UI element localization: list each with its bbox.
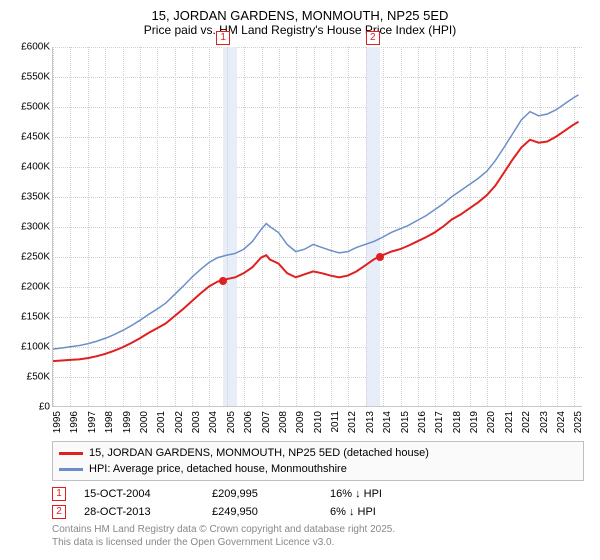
marker-date: 15-OCT-2004 bbox=[84, 488, 194, 500]
sale-marker-box: 1 bbox=[216, 31, 230, 45]
chart-subtitle: Price paid vs. HM Land Registry's House … bbox=[12, 23, 588, 37]
x-tick-label: 2005 bbox=[226, 411, 237, 433]
x-tick-label: 2017 bbox=[434, 411, 445, 433]
y-tick-label: £150K bbox=[21, 312, 50, 323]
y-tick-label: £350K bbox=[21, 192, 50, 203]
marker-number-box: 2 bbox=[52, 505, 66, 519]
marker-delta: 6% ↓ HPI bbox=[330, 506, 450, 518]
x-tick-label: 2015 bbox=[400, 411, 411, 433]
legend-label: 15, JORDAN GARDENS, MONMOUTH, NP25 5ED (… bbox=[89, 445, 429, 461]
chart-area: £0 £50K £100K £150K £200K £250K £300K £350K £400… bbox=[12, 43, 588, 439]
x-tick-label: 2013 bbox=[365, 411, 376, 433]
x-tick-label: 2019 bbox=[469, 411, 480, 433]
y-tick-label: £50K bbox=[27, 372, 50, 383]
x-tick-label: 2021 bbox=[504, 411, 515, 433]
x-tick-label: 2006 bbox=[243, 411, 254, 433]
marker-price: £209,995 bbox=[212, 488, 312, 500]
series-line-hpi bbox=[53, 95, 579, 349]
y-tick-label: £300K bbox=[21, 222, 50, 233]
x-tick-label: 2000 bbox=[139, 411, 150, 433]
attribution-line2: This data is licensed under the Open Gov… bbox=[52, 536, 588, 549]
attribution-line1: Contains HM Land Registry data © Crown c… bbox=[52, 523, 588, 536]
y-tick-label: £400K bbox=[21, 162, 50, 173]
marker-table-row: 2 28-OCT-2013 £249,950 6% ↓ HPI bbox=[52, 505, 584, 519]
x-tick-label: 2007 bbox=[261, 411, 272, 433]
x-tick-label: 1999 bbox=[122, 411, 133, 433]
x-tick-label: 2020 bbox=[486, 411, 497, 433]
y-tick-label: £200K bbox=[21, 282, 50, 293]
x-tick-label: 2016 bbox=[417, 411, 428, 433]
y-tick-label: £250K bbox=[21, 252, 50, 263]
x-tick-label: 2014 bbox=[382, 411, 393, 433]
marker-date: 28-OCT-2013 bbox=[84, 506, 194, 518]
legend-label: HPI: Average price, detached house, Monm… bbox=[89, 461, 347, 477]
x-tick-label: 2009 bbox=[295, 411, 306, 433]
legend: 15, JORDAN GARDENS, MONMOUTH, NP25 5ED (… bbox=[52, 441, 584, 481]
x-tick-label: 2010 bbox=[313, 411, 324, 433]
x-tick-label: 2008 bbox=[278, 411, 289, 433]
x-axis: 1995 1996 1997 1998 1999 2000 2001 2002 2003 2004… bbox=[52, 409, 582, 439]
x-tick-label: 2023 bbox=[539, 411, 550, 433]
x-tick-label: 2003 bbox=[191, 411, 202, 433]
legend-row: 15, JORDAN GARDENS, MONMOUTH, NP25 5ED (… bbox=[59, 445, 577, 461]
x-tick-label: 2012 bbox=[347, 411, 358, 433]
x-tick-label: 1997 bbox=[87, 411, 98, 433]
y-tick-label: £100K bbox=[21, 342, 50, 353]
y-tick-label: £0 bbox=[39, 402, 50, 413]
x-tick-label: 2001 bbox=[156, 411, 167, 433]
x-tick-label: 1998 bbox=[104, 411, 115, 433]
x-tick-label: 2018 bbox=[452, 411, 463, 433]
y-tick-label: £550K bbox=[21, 72, 50, 83]
y-tick-label: £500K bbox=[21, 102, 50, 113]
legend-swatch bbox=[59, 468, 83, 471]
legend-swatch bbox=[59, 452, 83, 455]
x-tick-label: 2004 bbox=[208, 411, 219, 433]
legend-row: HPI: Average price, detached house, Monm… bbox=[59, 461, 577, 477]
y-tick-label: £600K bbox=[21, 42, 50, 53]
x-tick-label: 2025 bbox=[573, 411, 584, 433]
x-tick-label: 2011 bbox=[330, 411, 341, 433]
x-tick-label: 1996 bbox=[69, 411, 80, 433]
marker-price: £249,950 bbox=[212, 506, 312, 518]
x-tick-label: 1995 bbox=[52, 411, 63, 433]
y-tick-label: £450K bbox=[21, 132, 50, 143]
sale-marker-dot bbox=[219, 277, 227, 285]
plot-area: 12 bbox=[52, 47, 582, 407]
y-axis: £0£50K£100K£150K£200K£250K£300K£350K£400… bbox=[12, 47, 52, 407]
chart-title: 15, JORDAN GARDENS, MONMOUTH, NP25 5ED bbox=[12, 8, 588, 23]
sale-marker-dot bbox=[376, 253, 384, 261]
marker-delta: 16% ↓ HPI bbox=[330, 488, 450, 500]
sales-markers-table: 1 15-OCT-2004 £209,995 16% ↓ HPI 2 28-OCT-201… bbox=[52, 487, 584, 519]
marker-number-box: 1 bbox=[52, 487, 66, 501]
marker-table-row: 1 15-OCT-2004 £209,995 16% ↓ HPI bbox=[52, 487, 584, 501]
x-tick-label: 2002 bbox=[174, 411, 185, 433]
x-tick-label: 2024 bbox=[556, 411, 567, 433]
x-tick-label: 2022 bbox=[521, 411, 532, 433]
attribution: Contains HM Land Registry data © Crown c… bbox=[52, 523, 588, 549]
sale-marker-box: 2 bbox=[366, 31, 380, 45]
